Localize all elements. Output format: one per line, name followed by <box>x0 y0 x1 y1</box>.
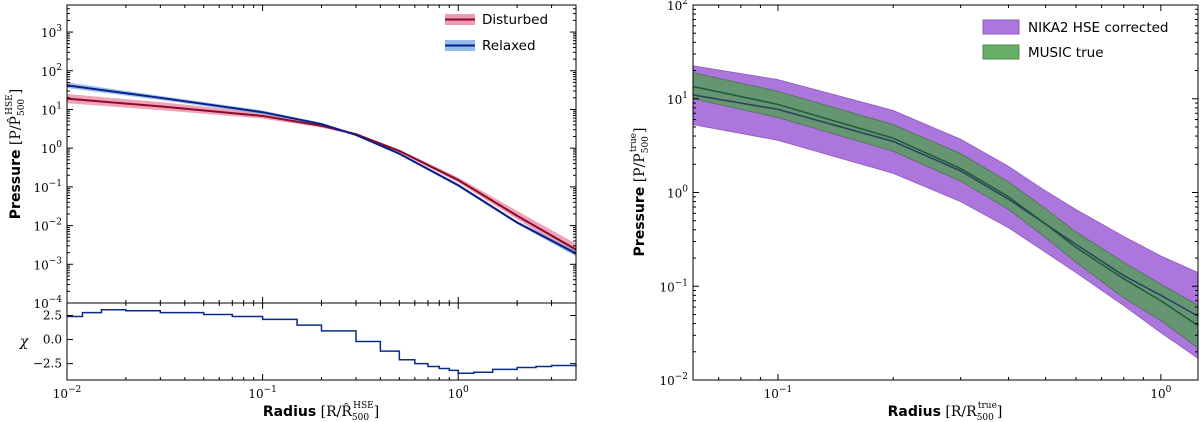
right-ytick-label: 100 <box>667 185 688 201</box>
r-ticks: 10−1 100 10−2 10−1 100 101 102 <box>659 0 1198 401</box>
left-top-ytick-label: 102 <box>41 63 62 79</box>
left-top-ytick-label: 103 <box>41 24 62 40</box>
left-top-ytick-label: 10−3 <box>33 256 62 272</box>
left-bottom-ytick-label: 0.0 <box>43 333 62 347</box>
pressure-panel-right: 10−1 100 10−2 10−1 100 101 102 Pressure [P/P50… <box>629 0 1199 422</box>
left-bottom-xtick-label: 10−2 <box>53 385 82 401</box>
legend-swatch-nika2 <box>982 19 1020 35</box>
line-relaxed <box>66 84 577 255</box>
line-chi <box>67 308 577 375</box>
legend-label-music: MUSIC true <box>1028 45 1104 61</box>
right-ytick-label: 10−1 <box>659 278 688 294</box>
lb-lines <box>67 308 577 375</box>
line-nika2 <box>692 94 1199 317</box>
lb-frame <box>66 302 577 381</box>
right-ytick-label: 102 <box>667 0 688 13</box>
lb-xlabel: Radius [R/R̂500HSE] <box>263 401 379 422</box>
pressure-panel-left: 10−4 10−3 10−2 10−1 100 101 102 103 Pressure [P… <box>5 4 577 311</box>
left-top-ytick-label: 10−4 <box>33 295 62 311</box>
left-bottom-ytick-label: −2.5 <box>33 357 62 371</box>
lb-ticks: 10−2 10−1 100 2.5 0.0 −2.5 <box>33 303 576 401</box>
lt-bands <box>67 82 576 257</box>
right-xtick-label: 100 <box>1150 385 1171 401</box>
line-music <box>692 85 1199 327</box>
left-bottom-xtick-label: 10−1 <box>248 385 277 401</box>
right-xtick-label: 10−1 <box>764 385 793 401</box>
lt-legend: Disturbed Relaxed <box>445 12 548 54</box>
lt-ylabel: Pressure [P/P̂500HSE] <box>5 89 27 219</box>
chi-panel: 10−2 10−1 100 2.5 0.0 −2.5 χ Radius [R/R̂500H… <box>19 302 577 422</box>
right-ytick-label: 10−2 <box>659 372 688 388</box>
r-legend: NIKA2 HSE corrected MUSIC true <box>982 19 1169 61</box>
left-top-ytick-label: 10−1 <box>33 179 62 195</box>
lb-ylabel-chi: χ <box>19 334 30 350</box>
legend-label-nika2: NIKA2 HSE corrected <box>1028 20 1169 36</box>
r-bands <box>692 65 1199 360</box>
legend-label-relaxed: Relaxed <box>482 38 536 54</box>
legend-swatch-music <box>982 44 1020 60</box>
lt-lines <box>66 84 577 255</box>
left-bottom-xtick-label: 100 <box>448 385 469 401</box>
left-top-ytick-label: 10−2 <box>33 218 62 234</box>
left-top-ytick-label: 101 <box>41 101 62 117</box>
line-disturbed <box>66 97 577 251</box>
left-bottom-ytick-label: 2.5 <box>43 309 62 323</box>
r-frame <box>692 4 1199 381</box>
band-music <box>692 72 1199 349</box>
right-ytick-label: 101 <box>667 91 688 107</box>
band-disturbed <box>67 94 576 256</box>
r-ylabel: Pressure [P/P500true] <box>629 128 651 257</box>
left-top-ytick-label: 100 <box>41 140 62 156</box>
r-xlabel: Radius [R/R500true] <box>888 401 1003 422</box>
legend-label-disturbed: Disturbed <box>482 12 548 28</box>
r-lines <box>692 85 1199 327</box>
